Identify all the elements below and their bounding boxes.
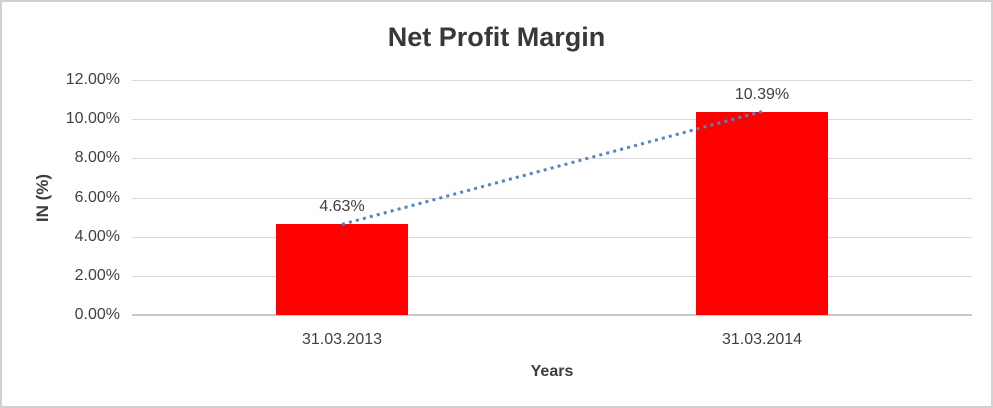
y-tick-label: 2.00% bbox=[74, 266, 120, 284]
x-tick-label: 31.03.2013 bbox=[301, 331, 383, 348]
gridline bbox=[132, 236, 972, 238]
x-axis-title: Years bbox=[530, 363, 574, 380]
y-tick-label: 12.00% bbox=[65, 71, 120, 88]
x-tick-label: 31.03.2014 bbox=[721, 331, 803, 348]
y-tick-label: 0.00% bbox=[74, 306, 120, 323]
bar-data-label: 10.39% bbox=[734, 85, 790, 103]
gridline bbox=[132, 275, 972, 277]
gridline bbox=[132, 80, 972, 81]
y-tick-label: 4.00% bbox=[74, 227, 120, 245]
chart-title: Net Profit Margin bbox=[387, 22, 606, 52]
y-tick-label: 10.00% bbox=[65, 110, 120, 128]
gridline bbox=[132, 197, 972, 199]
y-tick-label: 6.00% bbox=[74, 188, 120, 206]
y-tick-label: 8.00% bbox=[74, 149, 120, 167]
plot-area bbox=[132, 80, 972, 316]
bar-data-label: 4.63% bbox=[319, 198, 365, 216]
x-axis-line bbox=[132, 314, 972, 316]
bar-31.03.2013 bbox=[276, 224, 408, 315]
bar-31.03.2014 bbox=[696, 111, 828, 315]
gridline bbox=[132, 119, 972, 121]
gridline bbox=[132, 158, 972, 160]
